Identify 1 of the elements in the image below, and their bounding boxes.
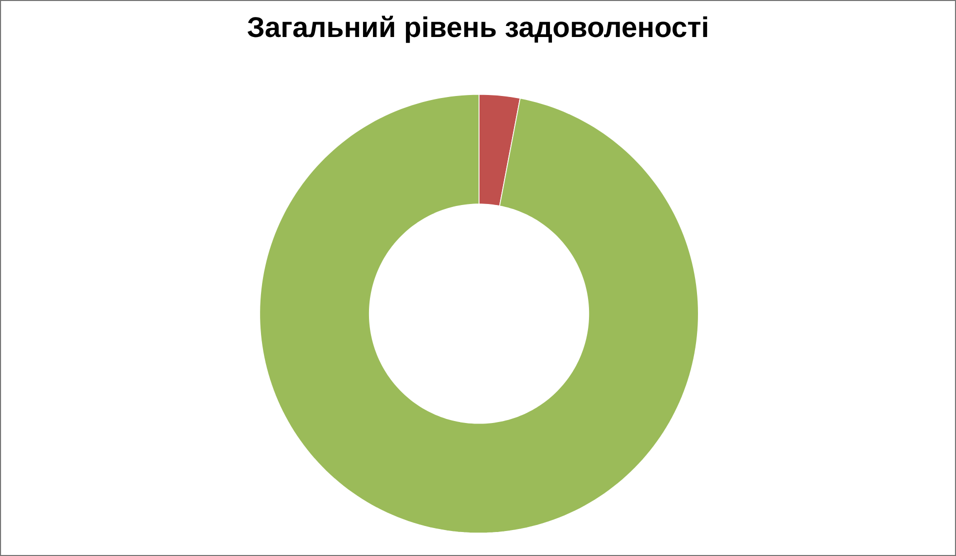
chart-title: Загальний рівень задоволеності (248, 16, 708, 43)
